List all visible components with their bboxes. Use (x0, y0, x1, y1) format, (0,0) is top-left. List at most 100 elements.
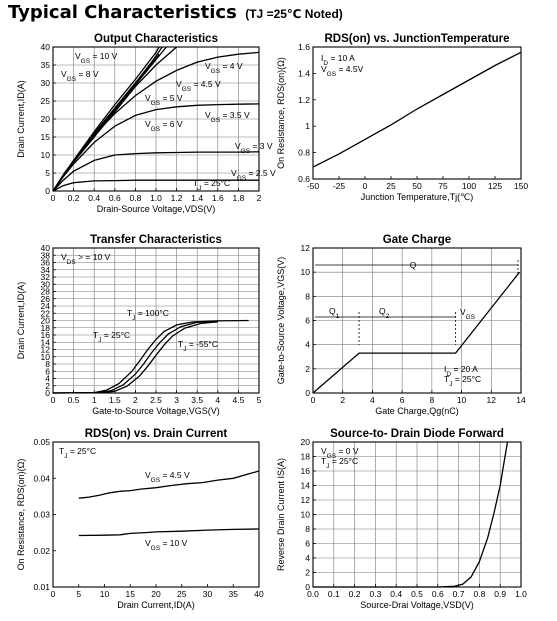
y-tick-label: 8 (305, 291, 310, 301)
x-tick-label: 4 (370, 395, 375, 405)
y-tick-label: 15 (41, 132, 51, 142)
y-tick-label: 12 (301, 495, 311, 505)
x-tick-label: 0 (51, 589, 56, 599)
x-tick-label: 75 (438, 181, 448, 191)
x-tick-label: 5 (257, 395, 262, 405)
x-tick-label: 0 (51, 395, 56, 405)
x-tick-label: 50 (412, 181, 422, 191)
series-line (52, 179, 259, 192)
x-tick-label: 1.4 (191, 193, 203, 203)
y-tick-label: 12 (301, 243, 311, 253)
series-line (312, 51, 522, 168)
x-tick-label: 2.5 (150, 395, 162, 405)
y-tick-label: 8 (45, 359, 50, 369)
x-axis-label: Junction Temperature,Tj(℃) (361, 192, 473, 202)
annotation: VGS (460, 307, 476, 321)
chart-6: 0.0 0.1 0.2 0.3 0.4 0.5 0.6 0.7 0.8 0.9 1.0 0 2 4 6 8 10… (276, 428, 527, 610)
y-tick-label: 30 (41, 279, 51, 289)
series-label: TJ = -55°C (178, 339, 218, 353)
x-tick-label: 1.6 (212, 193, 224, 203)
y-tick-label: 28 (41, 287, 51, 297)
series-line (78, 470, 260, 499)
y-tick-label: 10 (41, 352, 51, 362)
annotation: ID = 10 A (321, 53, 355, 67)
x-tick-label: 12 (487, 395, 497, 405)
series-label: TJ = 100°C (127, 308, 169, 322)
y-tick-label: 10 (41, 150, 51, 160)
y-tick-label: 0.03 (33, 510, 50, 520)
y-tick-label: 35 (41, 60, 51, 70)
x-tick-label: 8 (429, 395, 434, 405)
y-tick-label: 18 (301, 452, 311, 462)
series-line (52, 320, 218, 394)
y-tick-label: 20 (41, 114, 51, 124)
x-tick-label: 100 (462, 181, 476, 191)
y-tick-label: 6 (305, 539, 310, 549)
series-label: VGS = 3.5 V (205, 110, 250, 124)
y-tick-label: 25 (41, 96, 51, 106)
y-tick-label: 6 (45, 366, 50, 376)
y-tick-label: 36 (41, 258, 51, 268)
x-tick-label: 25 (177, 589, 187, 599)
y-tick-label: 16 (41, 330, 51, 340)
series-line (52, 321, 218, 394)
x-tick-label: 0.1 (328, 589, 340, 599)
chart-title: Output Characteristics (94, 33, 218, 45)
y-axis-label: Reverse Drain Current IS(A) (276, 458, 286, 571)
annotation: TJ = 25°C (444, 374, 481, 388)
annotation: TJ = 25°C (59, 446, 96, 460)
y-tick-label: 1.4 (298, 68, 310, 78)
x-axis-label: Source-Drai Voltage,VSD(V) (360, 600, 474, 610)
series-line (313, 441, 509, 588)
chart-3-grid (53, 248, 259, 393)
y-tick-label: 40 (41, 243, 51, 253)
y-axis-label: On Resistance, RDS(on)(Ω) (16, 459, 26, 571)
x-tick-label: 1.0 (515, 589, 527, 599)
chart-title: Transfer Characteristics (90, 234, 222, 246)
y-tick-label: 10 (301, 267, 311, 277)
annotation: Q1 (329, 306, 340, 320)
x-tick-label: 0.4 (88, 193, 100, 203)
y-tick-label: 5 (45, 168, 50, 178)
y-tick-label: 0 (45, 186, 50, 196)
x-tick-label: 0.2 (68, 193, 80, 203)
y-tick-label: 24 (41, 301, 51, 311)
y-tick-label: 0.04 (33, 473, 50, 483)
series-label: VGS = 2.5 V (231, 168, 276, 182)
page-title-condition: (TJ =25℃ Noted) (245, 7, 343, 21)
y-tick-label: 30 (41, 78, 51, 88)
x-tick-label: 14 (516, 395, 526, 405)
x-axis-label: Drain Current,ID(A) (117, 600, 195, 610)
annotation: ID = 20 A (444, 364, 478, 378)
x-tick-label: 3 (174, 395, 179, 405)
chart-4: 0 2 4 6 8 10 12 14 0 2 4 6 8 10 12 Gate Charge Gate Char… (276, 234, 526, 416)
chart-title: RDS(on) vs. JunctionTemperature (324, 33, 509, 45)
y-tick-label: 1.6 (298, 42, 310, 52)
x-tick-label: 35 (229, 589, 239, 599)
series-label: VGS = 4 V (205, 61, 243, 75)
annotation: VGS = 4.5V (321, 64, 364, 78)
x-tick-label: 0.5 (411, 589, 423, 599)
x-tick-label: 10 (100, 589, 110, 599)
x-axis-label: Gate Charge,Qg(nC) (375, 406, 459, 416)
series-label: VGS = 4.5 V (176, 79, 221, 93)
chart-title: RDS(on) vs. Drain Current (85, 428, 228, 440)
annotation: TJ = 25°C (193, 178, 230, 192)
y-tick-label: 26 (41, 294, 51, 304)
y-tick-label: 12 (41, 345, 51, 355)
y-tick-label: 8 (305, 524, 310, 534)
x-tick-label: 3.5 (191, 395, 203, 405)
y-tick-label: 0.01 (33, 582, 50, 592)
series-line (78, 528, 260, 537)
y-axis-label: On Resistance, RDS(on)(Ω) (276, 57, 286, 169)
y-tick-label: 32 (41, 272, 51, 282)
x-tick-label: 1.8 (232, 193, 244, 203)
x-tick-label: 6 (400, 395, 405, 405)
y-tick-label: 22 (41, 308, 51, 318)
x-tick-label: 0.8 (129, 193, 141, 203)
y-tick-label: 14 (301, 481, 311, 491)
y-tick-label: 10 (301, 510, 311, 520)
annotation: TJ = 25°C (321, 456, 358, 470)
y-tick-label: 20 (301, 437, 311, 447)
